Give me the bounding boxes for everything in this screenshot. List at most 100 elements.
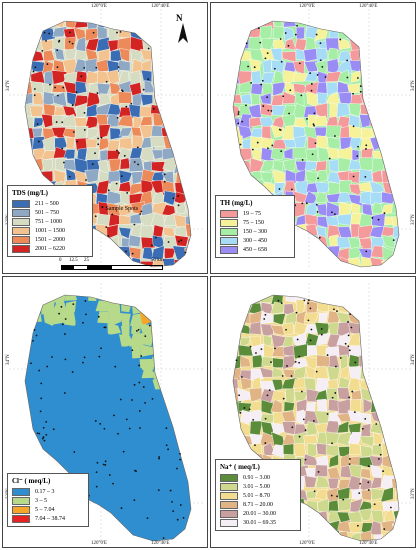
map-cell (393, 333, 399, 348)
sample-spot (116, 116, 119, 119)
lat-label-2: 33°N (411, 214, 416, 225)
sample-spot (302, 418, 305, 421)
map-cell (381, 354, 397, 367)
sample-spot (167, 448, 170, 451)
map-cell (369, 455, 385, 467)
sample-spot (342, 498, 345, 501)
map-cell (120, 378, 132, 391)
cl-legend: Cl⁻ ( meq/L) 0.17 – 3 3 – 5 5 – 7.04 7.04 –… (7, 473, 89, 527)
lat-label-1: 34°N (411, 354, 416, 365)
sample-spot (316, 73, 319, 76)
cl-legend-row: 0.17 – 3 (12, 487, 84, 496)
sample-spot (135, 330, 138, 332)
map-cell (370, 399, 386, 413)
sample-spot (38, 432, 41, 435)
map-cell (327, 21, 339, 31)
map-cell (369, 378, 386, 392)
sample-spot (151, 398, 154, 400)
sample-spot (71, 371, 74, 373)
map-cell (380, 59, 394, 72)
sample-spot (278, 188, 281, 190)
map-cell (362, 398, 374, 414)
map-cell (119, 398, 134, 415)
map-cell (52, 311, 67, 325)
map-cell (233, 321, 242, 334)
sample-spot (100, 347, 102, 350)
map-cell (304, 235, 317, 249)
sample-spot (365, 250, 368, 253)
sample-spot (334, 392, 337, 394)
sample-spot (158, 456, 161, 458)
map-cell (382, 102, 395, 116)
sample-spot (267, 109, 270, 112)
sample-spot (100, 136, 103, 139)
map-cell (381, 334, 396, 347)
sample-spot (373, 503, 376, 506)
map-cell (326, 366, 341, 382)
sample-spot (274, 347, 276, 350)
sample-spot (64, 318, 67, 320)
sample-spot (125, 105, 128, 108)
sample-spot (358, 492, 361, 495)
sample-spot (365, 148, 367, 150)
map-cell (74, 323, 89, 335)
map-cell (42, 366, 56, 378)
map-cell (336, 58, 353, 74)
map-cell (33, 117, 45, 128)
map-cell (25, 431, 35, 446)
sample-spot (72, 303, 75, 306)
sample-spot (271, 144, 274, 147)
map-cell (142, 247, 155, 261)
map-cell (106, 224, 119, 240)
map-cell (370, 295, 382, 302)
map-cell (117, 486, 131, 502)
na-legend-label: 0.91 – 3.00 (243, 474, 270, 481)
sample-spot (76, 140, 79, 143)
sample-spot (298, 355, 301, 358)
study-area-outline (232, 294, 400, 542)
sample-spot (36, 123, 39, 125)
sample-spot (307, 299, 310, 302)
map-cell (184, 58, 191, 75)
sample-spot (94, 215, 97, 218)
map-cell (108, 332, 123, 345)
th-legend-label: 300 – 450 (243, 237, 267, 244)
cl-legend-label: 7.04 – 38.74 (35, 515, 65, 522)
map-cell (391, 246, 399, 259)
th-legend-swatch (220, 227, 238, 236)
map-cell (55, 380, 65, 392)
map-cell (336, 431, 351, 447)
sample-spot (115, 182, 118, 185)
map-cell (164, 247, 177, 259)
sample-spot (304, 429, 307, 432)
map-cell (51, 432, 66, 447)
sample-spot (367, 465, 370, 468)
sample-spot (95, 471, 98, 474)
map-cell (183, 260, 191, 267)
map-cell (107, 531, 123, 541)
map-cell (87, 335, 99, 348)
sample-spot (99, 422, 102, 425)
map-cell (303, 475, 318, 488)
map-cell (380, 486, 394, 503)
sample-spot (75, 91, 78, 93)
map-cell (96, 322, 111, 338)
map-cell (262, 58, 272, 74)
sample-spot (311, 153, 314, 156)
sample-spot (353, 411, 356, 414)
sample-spot (281, 375, 284, 377)
map-cell (32, 127, 43, 139)
map-cell (162, 258, 177, 267)
map-cell (392, 59, 399, 73)
map-cell (391, 399, 399, 411)
map-cell (163, 530, 177, 541)
sample-spot (56, 49, 59, 52)
map-cell (161, 21, 176, 31)
tds-legend-classes: 211 – 500 501 – 750 751 – 1000 1001 – 1500 1… (12, 199, 88, 253)
map-cell (360, 21, 372, 29)
map-cell (174, 114, 189, 130)
map-cell (106, 113, 121, 128)
sample-spot (331, 396, 334, 399)
scale-bar (61, 265, 163, 270)
map-cell (131, 21, 144, 31)
